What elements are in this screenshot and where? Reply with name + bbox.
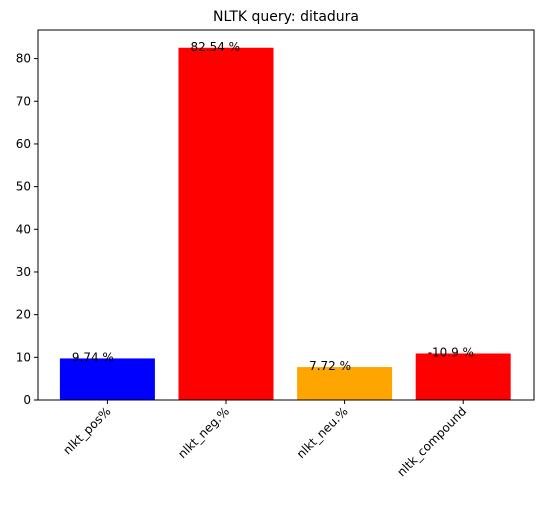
- y-tick-label: 80: [16, 52, 31, 66]
- x-axis: nlkt_pos% nlkt_neg.% nlkt_neu.% nltk_compou…: [60, 400, 469, 479]
- data-label: 82.54 %: [191, 40, 241, 54]
- bar-nlkt_pos%: [59, 358, 155, 400]
- y-tick-label: 50: [16, 180, 31, 194]
- data-label: -10.9 %: [428, 345, 474, 359]
- bars-group: [59, 47, 511, 400]
- y-tick-label: 70: [16, 94, 31, 108]
- x-tick-label: nltk_compound: [394, 404, 469, 479]
- x-tick-label: nlkt_pos%: [60, 404, 113, 457]
- y-tick-label: 30: [16, 265, 31, 279]
- y-tick-label: 60: [16, 137, 31, 151]
- x-tick-label: nlkt_neu.%: [294, 404, 351, 461]
- plot-frame: [37, 29, 535, 401]
- y-tick-label: 10: [16, 350, 31, 364]
- x-tick-label: nlkt_neg.%: [175, 404, 232, 461]
- data-label: 7.72 %: [309, 359, 351, 373]
- bar-nlkt_neg.%: [178, 47, 274, 400]
- y-tick-label: 0: [23, 393, 31, 407]
- y-tick-label: 40: [16, 222, 31, 236]
- bar-nlkt_neu.%: [297, 367, 393, 400]
- y-axis: 0 10 20 30 40 50 60 70 80: [16, 52, 38, 407]
- data-labels-group: 9.74 % 82.54 % 7.72 % -10.9 %: [72, 40, 474, 373]
- y-tick-label: 20: [16, 308, 31, 322]
- chart-title: NLTK query: ditadura: [213, 9, 359, 25]
- bar-nltk_compound: [415, 353, 511, 400]
- data-label: 9.74 %: [72, 350, 114, 364]
